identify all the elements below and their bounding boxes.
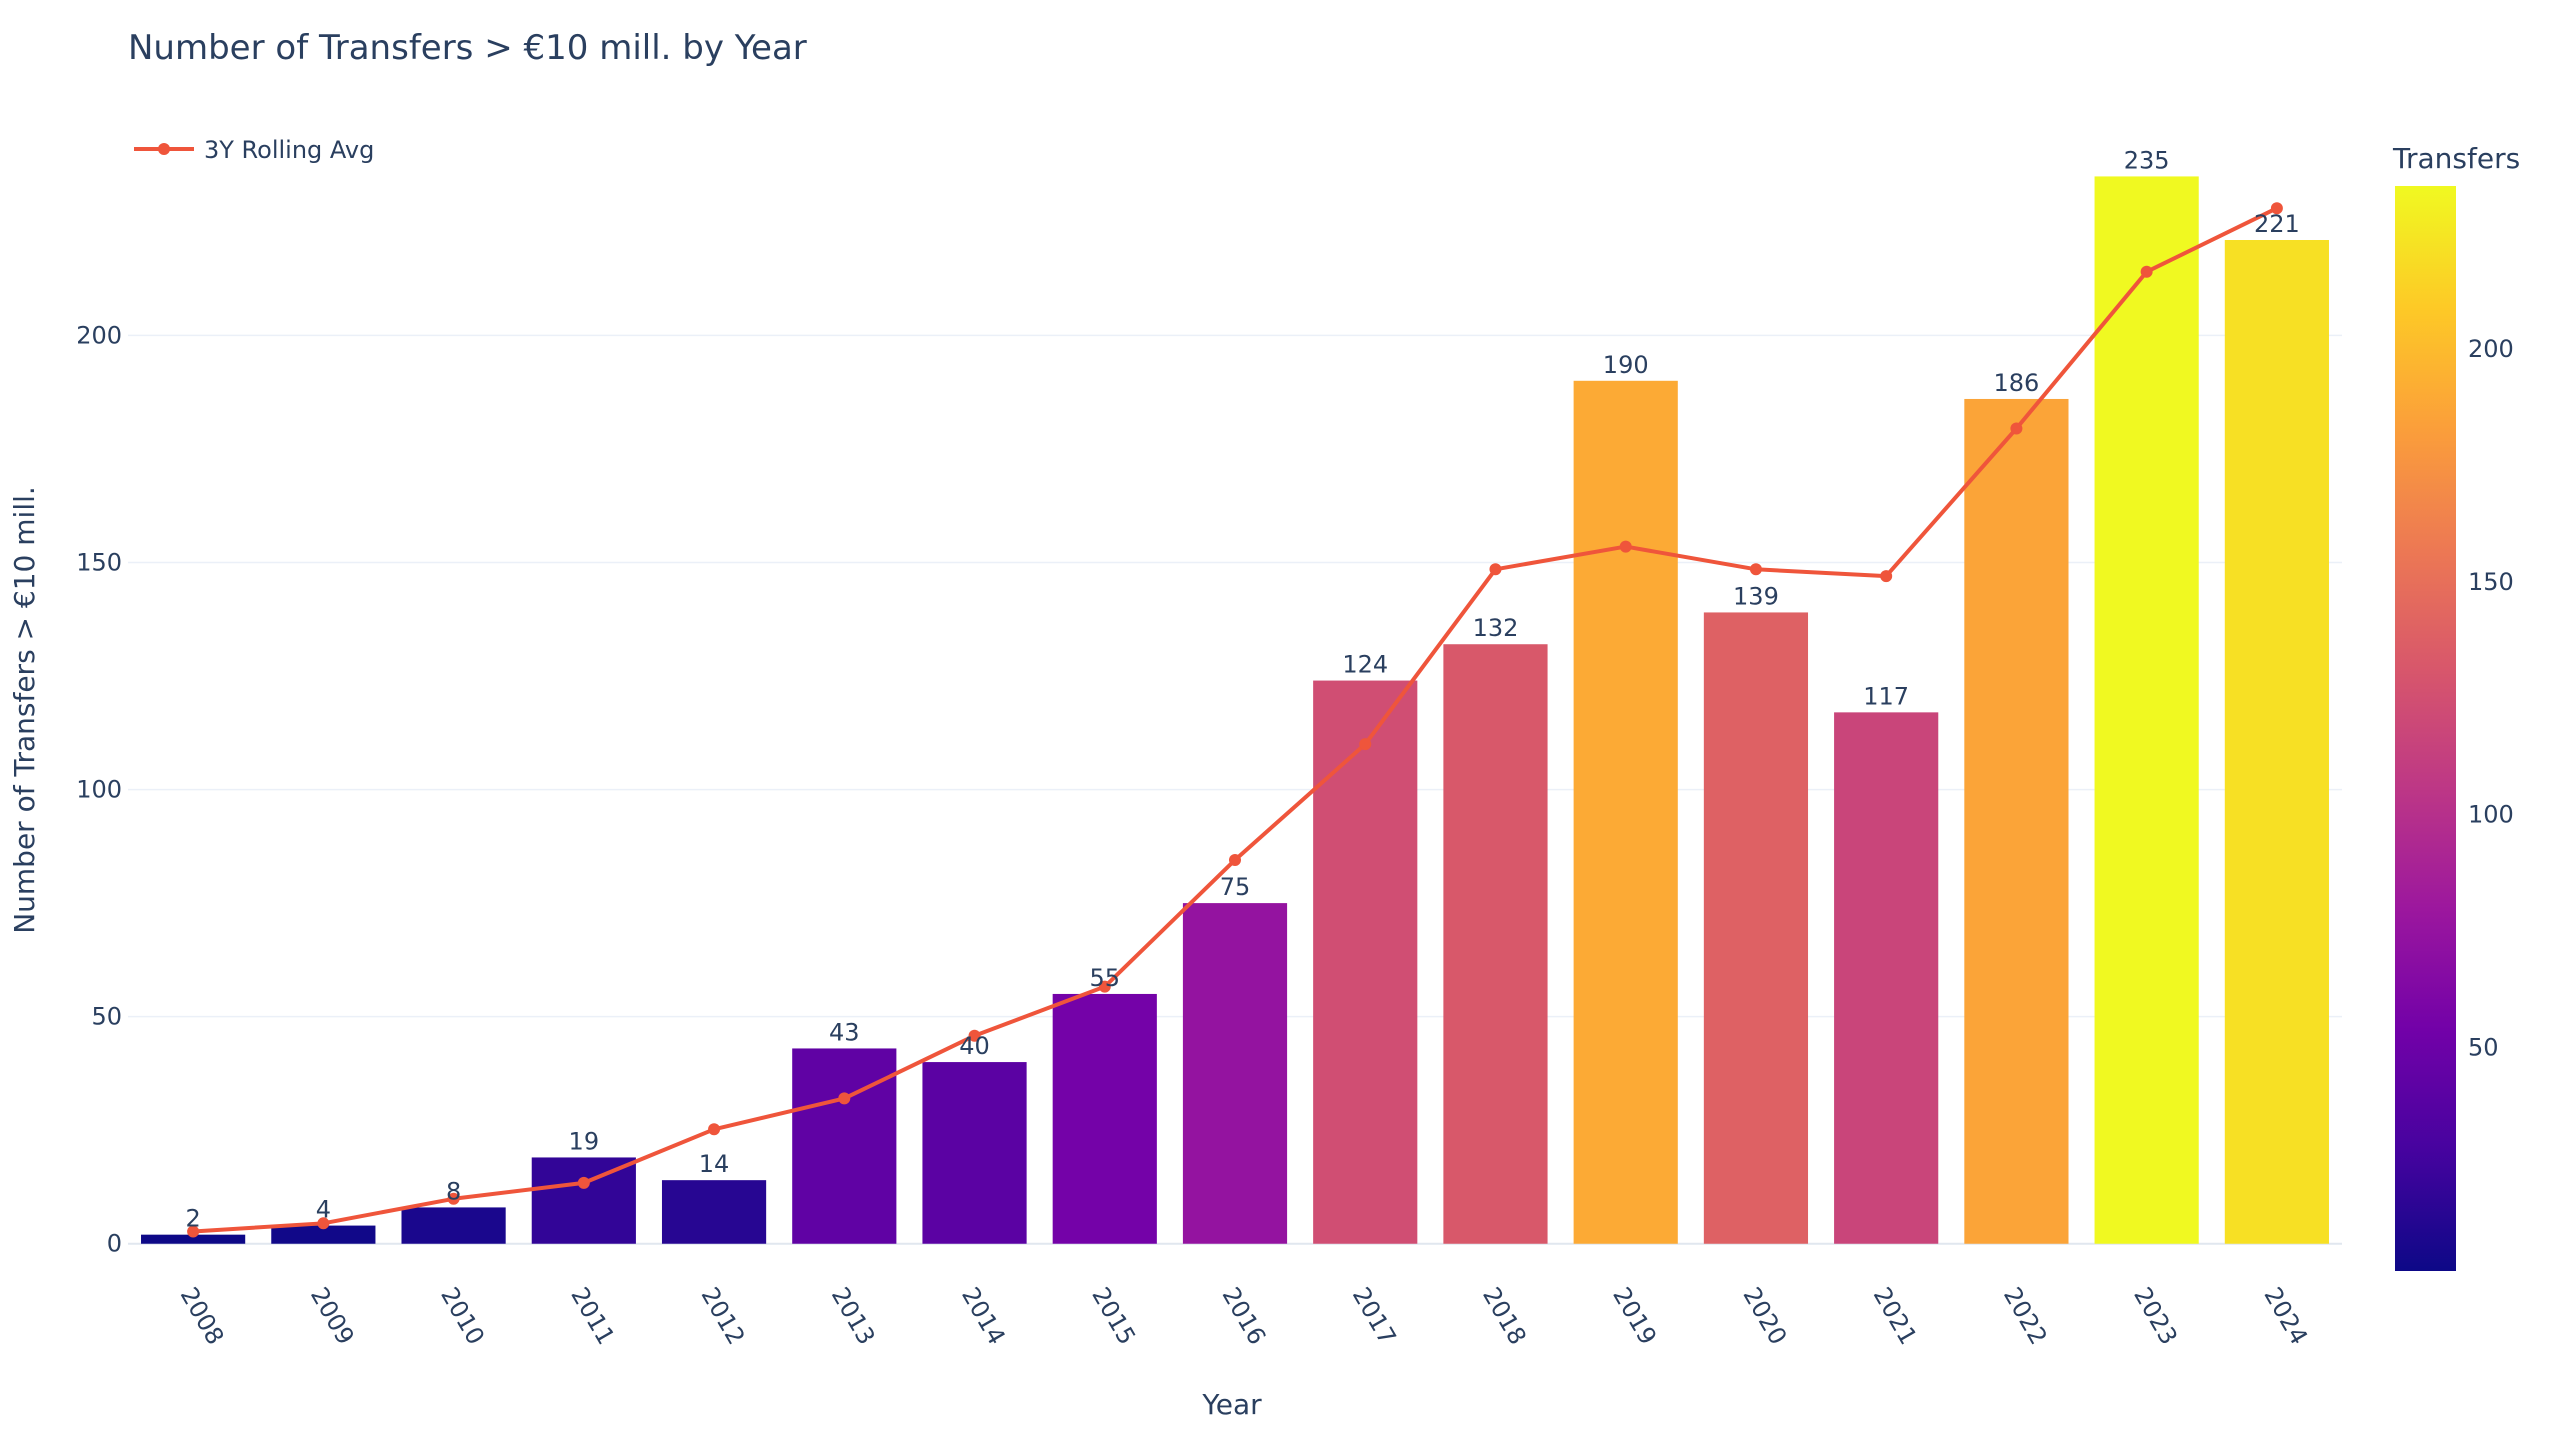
colorbar-tick-label: 50 — [2468, 1033, 2499, 1061]
x-tick-label: 2023 — [2128, 1283, 2183, 1350]
bar-2020[interactable] — [1703, 612, 1809, 1244]
rolling-avg-point-2010[interactable] — [447, 1192, 460, 1205]
bar-2009[interactable] — [271, 1225, 376, 1244]
x-tick-label: 2019 — [1607, 1283, 1662, 1350]
rolling-avg-point-2020[interactable] — [1749, 563, 1762, 576]
colorbar-tick-label: 150 — [2468, 568, 2514, 596]
rolling-avg-point-2024[interactable] — [2270, 202, 2283, 215]
bar-value-label: 55 — [1089, 964, 1120, 992]
bars — [141, 176, 2329, 1244]
bar-value-label: 19 — [569, 1127, 600, 1155]
rolling-avg-point-2012[interactable] — [708, 1123, 721, 1136]
x-tick-label: 2012 — [696, 1283, 751, 1350]
x-tick-label: 2020 — [1737, 1283, 1792, 1350]
y-axis-ticks: 0 50 100 150 200 — [76, 321, 122, 1257]
chart-title: Number of Transfers > €10 mill. by Year — [128, 28, 807, 68]
bar-value-label: 40 — [959, 1032, 990, 1060]
rolling-avg-point-2009[interactable] — [317, 1217, 330, 1230]
bar-value-label: 117 — [1863, 682, 1909, 710]
colorbar-gradient — [2395, 186, 2456, 1271]
bar-value-label: 8 — [446, 1177, 461, 1205]
bar-value-label: 190 — [1603, 351, 1649, 379]
colorbar-tick-label: 100 — [2468, 801, 2514, 829]
x-tick-label: 2021 — [1868, 1283, 1923, 1350]
bar-2015[interactable] — [1052, 993, 1157, 1244]
colorbar-tick-label: 200 — [2468, 335, 2514, 363]
y-tick-label: 50 — [91, 1003, 122, 1031]
y-tick-label: 100 — [76, 776, 122, 804]
y-axis-title: Number of Transfers > €10 mill. — [8, 486, 41, 934]
legend-marker-swatch — [158, 143, 170, 155]
bar-2016[interactable] — [1182, 903, 1288, 1244]
rolling-avg-point-2022[interactable] — [2010, 422, 2023, 435]
rolling-avg-point-2008[interactable] — [187, 1225, 200, 1238]
legend[interactable]: 3Y Rolling Avg — [134, 136, 374, 164]
data-labels: 2 4 8 19 14 43 40 55 75 124 132 190 139 117 186 235 221 — [185, 146, 2299, 1232]
bar-2014[interactable] — [922, 1062, 1027, 1244]
rolling-avg-point-2011[interactable] — [577, 1176, 590, 1189]
x-tick-label: 2009 — [305, 1283, 360, 1350]
bar-value-label: 75 — [1220, 873, 1251, 901]
rolling-avg-point-2018[interactable] — [1489, 563, 1502, 576]
bar-2012[interactable] — [661, 1180, 767, 1244]
bar-2011[interactable] — [531, 1157, 636, 1244]
x-axis-title: Year — [1201, 1388, 1262, 1421]
x-tick-label: 2024 — [2258, 1283, 2313, 1350]
rolling-avg-point-2023[interactable] — [2140, 265, 2153, 278]
bar-value-label: 2 — [185, 1205, 200, 1233]
x-tick-label: 2022 — [1998, 1283, 2053, 1350]
bar-value-label: 235 — [2124, 146, 2170, 174]
bar-value-label: 124 — [1342, 651, 1388, 679]
y-tick-label: 200 — [76, 321, 122, 349]
x-tick-label: 2011 — [565, 1283, 620, 1350]
colorbar-title: Transfers — [2392, 142, 2520, 175]
x-tick-label: 2010 — [435, 1283, 490, 1350]
bar-2010[interactable] — [401, 1207, 506, 1244]
x-axis-ticks: 2008 2009 2010 2011 2012 2013 2014 2015 2016 2017… — [175, 1283, 2314, 1350]
bar-2023[interactable] — [2094, 176, 2199, 1244]
rolling-avg-point-2019[interactable] — [1619, 540, 1632, 553]
bar-value-label: 221 — [2254, 210, 2300, 238]
x-tick-label: 2017 — [1347, 1283, 1402, 1350]
bar-value-label: 14 — [699, 1150, 730, 1178]
x-tick-label: 2016 — [1217, 1283, 1272, 1350]
bar-2021[interactable] — [1834, 712, 1939, 1244]
rolling-avg-point-2021[interactable] — [1880, 570, 1893, 583]
rolling-avg-point-2016[interactable] — [1229, 853, 1241, 866]
bar-value-label: 186 — [1994, 369, 2040, 397]
x-tick-label: 2018 — [1477, 1283, 1532, 1350]
bar-value-label: 4 — [316, 1196, 331, 1224]
rolling-avg-point-2017[interactable] — [1359, 738, 1372, 751]
bar-2013[interactable] — [792, 1048, 897, 1244]
x-tick-label: 2008 — [175, 1283, 230, 1350]
x-tick-label: 2013 — [826, 1283, 881, 1350]
rolling-avg-point-2015[interactable] — [1098, 980, 1111, 993]
colorbar: 50 100 150 200 — [2395, 186, 2514, 1271]
bar-2019[interactable] — [1573, 380, 1678, 1244]
bar-value-label: 132 — [1473, 614, 1519, 642]
legend-label: 3Y Rolling Avg — [204, 136, 374, 164]
bar-2024[interactable] — [2224, 240, 2329, 1244]
bar-2022[interactable] — [1964, 398, 2069, 1244]
bar-2017[interactable] — [1313, 680, 1418, 1244]
bar-2008[interactable] — [141, 1234, 246, 1244]
rolling-avg-point-2014[interactable] — [968, 1029, 981, 1042]
x-tick-label: 2015 — [1086, 1283, 1141, 1350]
rolling-avg-point-2013[interactable] — [838, 1092, 851, 1105]
x-tick-label: 2014 — [956, 1283, 1011, 1350]
y-tick-label: 0 — [107, 1230, 122, 1258]
bar-value-label: 43 — [829, 1018, 860, 1046]
bar-value-label: 139 — [1733, 582, 1779, 610]
bar-2018[interactable] — [1443, 644, 1548, 1244]
y-tick-label: 150 — [76, 548, 122, 576]
rolling-average-line — [187, 202, 2283, 1238]
